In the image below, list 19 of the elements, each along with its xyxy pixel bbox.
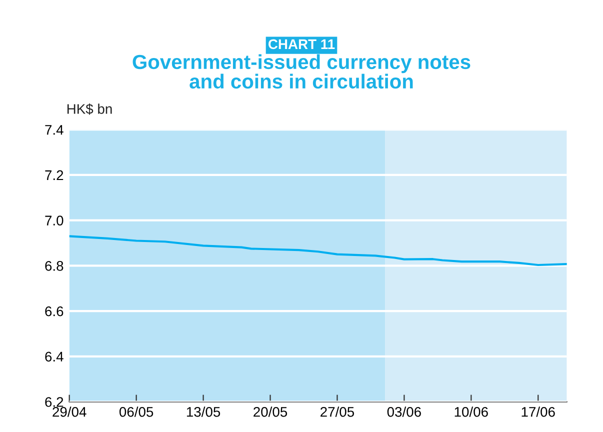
x-tick-label: 17/06 <box>522 406 555 417</box>
x-tick-label: 10/06 <box>454 406 488 417</box>
x-tick-label: 29/04 <box>52 406 86 417</box>
y-tick-label: 6.8 <box>45 261 64 271</box>
x-tick-label: 20/05 <box>254 406 288 417</box>
caption: CHART 11 <box>268 39 335 50</box>
y-tick-label: 6.6 <box>45 306 64 316</box>
x-tick-label: 06/05 <box>119 406 154 417</box>
x-tick-label: 13/05 <box>186 406 220 417</box>
y-tick-label: 7.2 <box>45 170 64 180</box>
y-axis-title: HK$ bn <box>67 103 112 115</box>
x-tick-label: 03/06 <box>387 406 421 417</box>
y-tick-label: 6.2 <box>45 397 64 407</box>
line-series <box>69 235 567 266</box>
y-tick-label: 6.4 <box>45 352 64 362</box>
y-tick-label: 7.0 <box>45 216 64 226</box>
y-tick-label: 7.4 <box>45 125 64 135</box>
chart-title: Government-issued currency notes and coins in circulation <box>132 54 470 89</box>
x-tick-label: 27/05 <box>320 406 354 417</box>
